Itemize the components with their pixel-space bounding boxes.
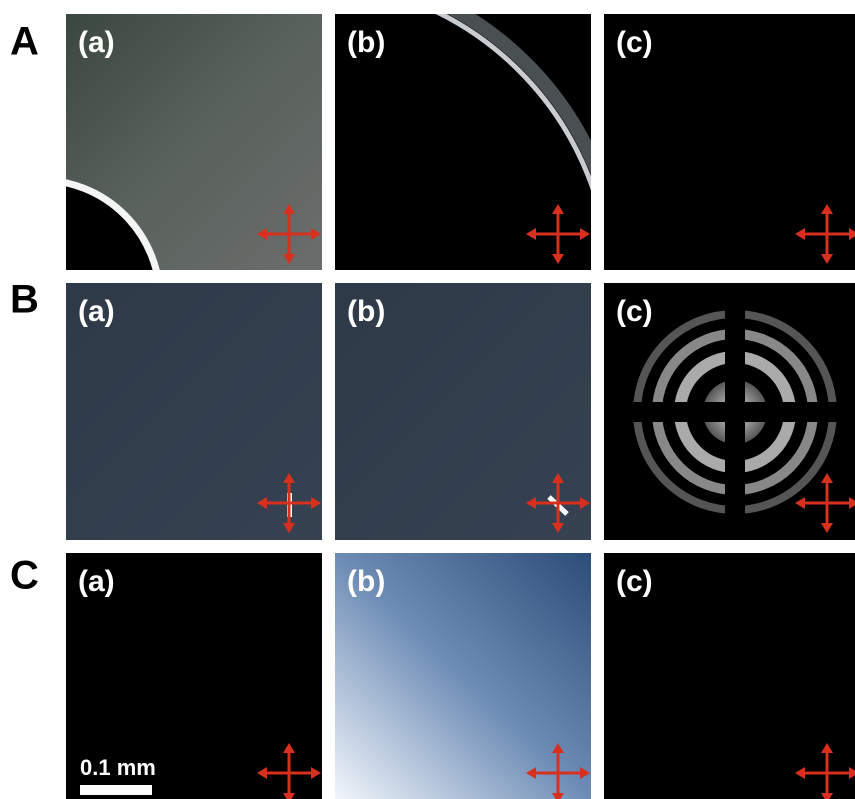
panel-label: (b) xyxy=(347,295,385,328)
row-label: C xyxy=(10,554,39,598)
scale-bar-label: 0.1 mm xyxy=(80,755,156,780)
panel-label: (a) xyxy=(78,26,115,59)
panel-label: (c) xyxy=(616,565,653,598)
row-label: B xyxy=(10,278,39,322)
panel-label: (b) xyxy=(347,26,385,59)
panel-label: (c) xyxy=(616,295,653,328)
row-label: A xyxy=(10,20,39,64)
panel-label: (b) xyxy=(347,565,385,598)
figure: 0.1 mm A B C (a) (b) (c) (a) (b) (c) (a) (b) (c) xyxy=(0,0,855,799)
panel-label: (c) xyxy=(616,26,653,59)
scale-bar xyxy=(80,785,152,795)
panel-label: (a) xyxy=(78,295,115,328)
panel-label: (a) xyxy=(78,565,115,598)
